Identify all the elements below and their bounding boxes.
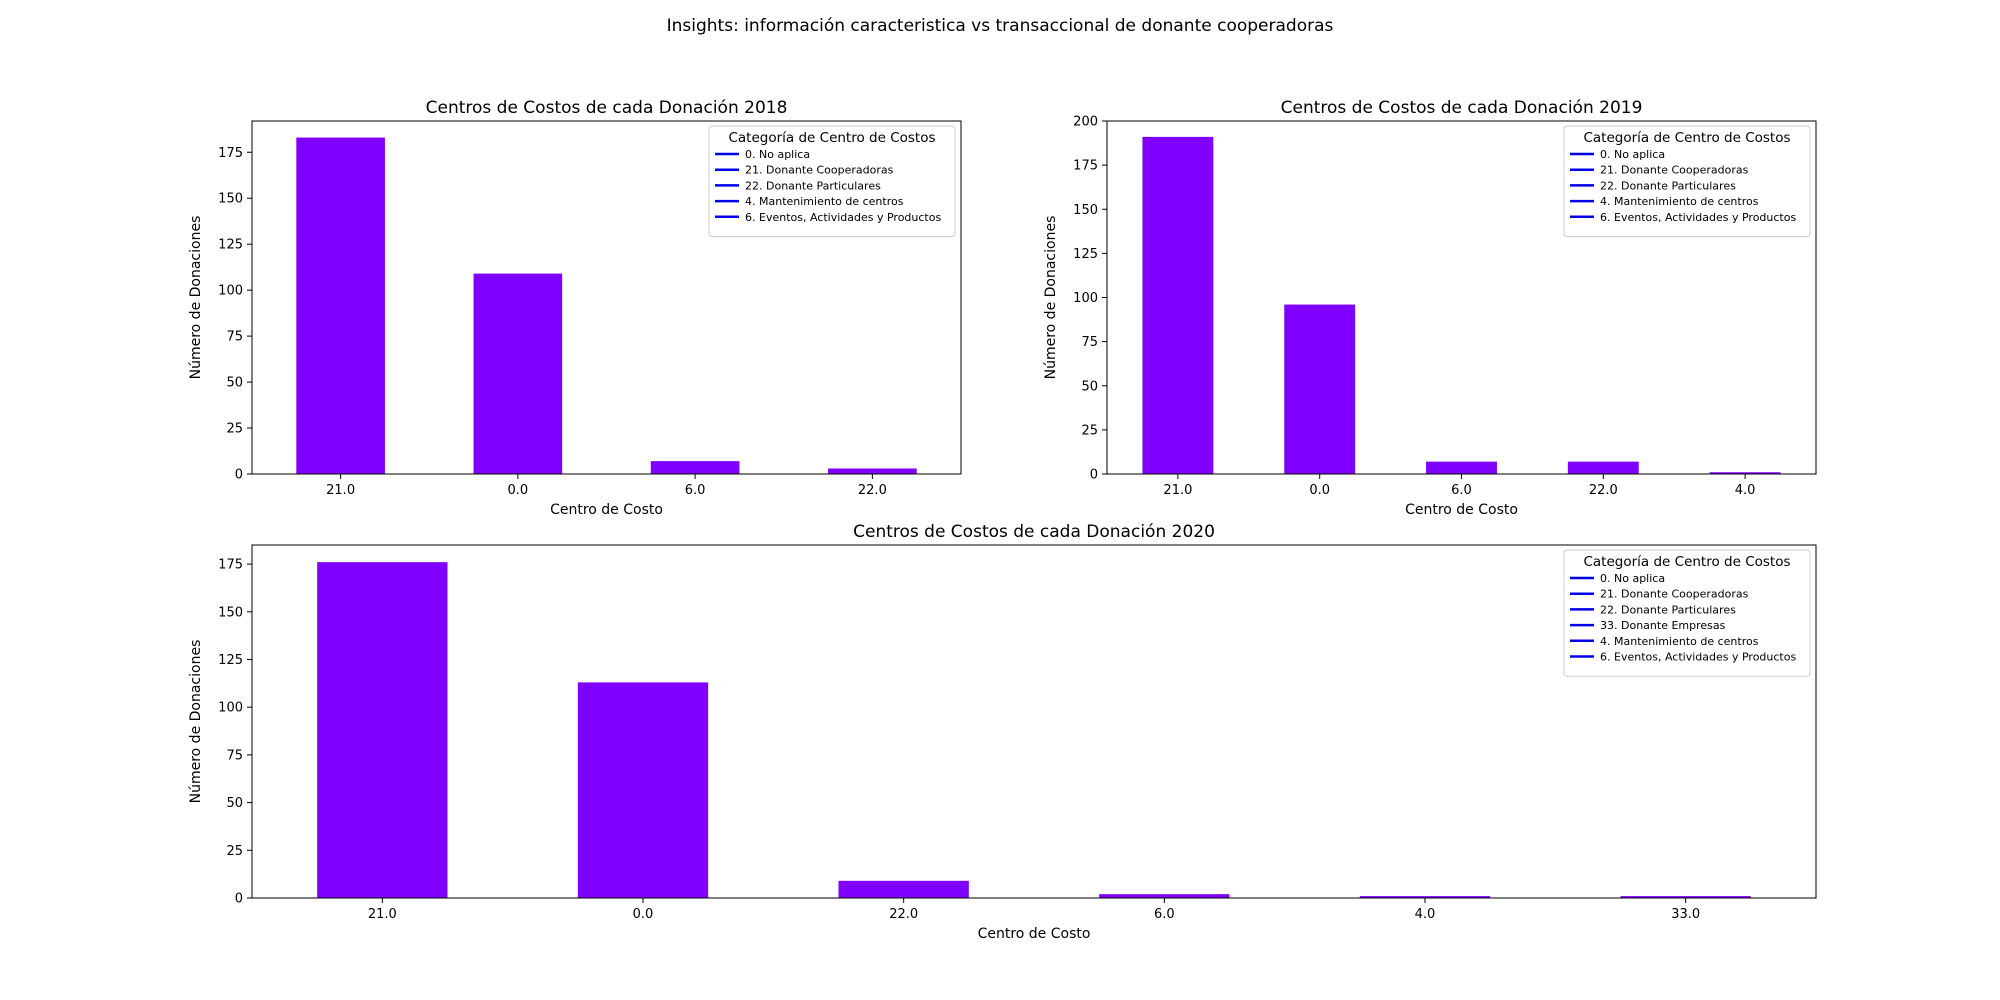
- x-tick-label: 4.0: [1415, 907, 1436, 922]
- y-tick-label: 175: [218, 558, 243, 573]
- y-tick-label: 50: [226, 376, 243, 391]
- y-tick-label: 50: [226, 796, 243, 811]
- legend-entry: 33. Donante Empresas: [1600, 619, 1726, 632]
- bar-21.0: [1142, 136, 1214, 474]
- bar-6.0: [1426, 461, 1497, 474]
- y-tick-label: 75: [226, 748, 243, 763]
- y-tick-label: 75: [226, 330, 243, 345]
- bar-6.0: [650, 461, 740, 474]
- y-axis-label: Número de Donaciones: [188, 640, 204, 804]
- bar-21.0: [317, 562, 448, 898]
- legend-title: Categoría de Centro de Costos: [1583, 130, 1790, 146]
- y-axis-label: Número de Donaciones: [188, 216, 204, 380]
- legend-entry: 21. Donante Cooperadoras: [1600, 164, 1749, 177]
- y-tick-label: 175: [218, 146, 243, 161]
- y-axis-label: Número de Donaciones: [1043, 216, 1059, 380]
- bar-22.0: [838, 880, 969, 898]
- x-tick-label: 4.0: [1735, 483, 1756, 498]
- bar-0.0: [1284, 304, 1356, 474]
- chart-title: Centros de Costos de cada Donación 2018: [426, 98, 788, 118]
- x-tick-label: 6.0: [1154, 907, 1175, 922]
- chart-title: Centros de Costos de cada Donación 2020: [853, 522, 1215, 542]
- y-tick-label: 25: [226, 844, 243, 859]
- x-tick-label: 6.0: [685, 483, 706, 498]
- y-tick-label: 100: [218, 701, 243, 716]
- x-tick-label: 33.0: [1671, 907, 1700, 922]
- bar-22.0: [1567, 461, 1639, 474]
- legend-entry: 4. Mantenimiento de centros: [745, 195, 904, 208]
- legend: Categoría de Centro de Costos 0. No aplic…: [1563, 125, 1811, 237]
- y-tick-label: 75: [1081, 335, 1098, 350]
- bar-0.0: [473, 273, 563, 474]
- x-tick-label: 22.0: [858, 483, 887, 498]
- x-tick-label: 21.0: [368, 907, 397, 922]
- y-tick-label: 100: [1073, 291, 1098, 306]
- legend-title: Categoría de Centro de Costos: [1583, 554, 1790, 570]
- x-tick-label: 0.0: [633, 907, 654, 922]
- x-tick-label: 22.0: [1589, 483, 1618, 498]
- x-tick-label: 21.0: [1163, 483, 1192, 498]
- plot-frame: [251, 544, 1817, 899]
- legend-entry: 22. Donante Particulares: [1600, 179, 1736, 192]
- x-tick-label: 21.0: [326, 483, 355, 498]
- y-tick-label: 25: [1081, 423, 1098, 438]
- legend-entry: 21. Donante Cooperadoras: [1600, 588, 1749, 601]
- bar-0.0: [577, 682, 709, 898]
- chart-2: 21.0 0.0 22.0 6.0 4.0 33.0 0 25 50 75 100 125 150 175…: [188, 522, 1817, 942]
- plot-frame: [251, 120, 962, 475]
- x-tick-label: 6.0: [1451, 483, 1472, 498]
- x-tick-label: 0.0: [1309, 483, 1330, 498]
- y-tick-label: 25: [226, 422, 243, 437]
- y-tick-label: 125: [218, 653, 243, 668]
- figure-suptitle: Insights: información caracteristica vs …: [666, 16, 1334, 36]
- legend-entry: 22. Donante Particulares: [745, 179, 881, 192]
- legend-box: [708, 125, 956, 237]
- legend: Categoría de Centro de Costos 0. No aplic…: [1563, 549, 1811, 677]
- legend-box: [1563, 125, 1811, 237]
- chart-1: 21.0 0.0 6.0 22.0 4.0 0 25 50 75 100 125 150 175 200 C…: [1043, 98, 1817, 518]
- legend-entry: 6. Eventos, Actividades y Productos: [745, 211, 941, 224]
- y-tick-label: 50: [1081, 379, 1098, 394]
- legend-entry: 6. Eventos, Actividades y Productos: [1600, 651, 1796, 664]
- y-tick-label: 150: [218, 192, 243, 207]
- y-tick-label: 175: [1073, 159, 1098, 174]
- x-tick-label: 22.0: [889, 907, 918, 922]
- y-tick-label: 125: [218, 238, 243, 253]
- y-tick-label: 0: [235, 468, 243, 483]
- y-tick-label: 0: [1090, 468, 1098, 483]
- x-axis-label: Centro de Costo: [978, 926, 1091, 942]
- y-tick-label: 200: [1073, 115, 1098, 130]
- y-tick-label: 125: [1073, 247, 1098, 262]
- x-axis-label: Centro de Costo: [1405, 502, 1518, 518]
- chart-0: 21.0 0.0 6.0 22.0 0 25 50 75 100 125 150 175 Centros…: [188, 98, 962, 518]
- y-tick-label: 150: [218, 605, 243, 620]
- bar-4.0: [1709, 472, 1781, 474]
- bar-4.0: [1359, 896, 1491, 898]
- legend-entry: 0. No aplica: [1600, 148, 1665, 161]
- bar-22.0: [828, 468, 917, 474]
- legend-entry: 6. Eventos, Actividades y Productos: [1600, 211, 1796, 224]
- y-tick-label: 100: [218, 284, 243, 299]
- bar-33.0: [1620, 896, 1751, 898]
- legend: Categoría de Centro de Costos 0. No aplic…: [708, 125, 956, 237]
- legend-entry: 21. Donante Cooperadoras: [745, 164, 894, 177]
- chart-title: Centros de Costos de cada Donación 2019: [1281, 98, 1643, 118]
- legend-entry: 4. Mantenimiento de centros: [1600, 635, 1759, 648]
- bar-6.0: [1099, 894, 1230, 898]
- x-axis-label: Centro de Costo: [550, 502, 663, 518]
- legend-title: Categoría de Centro de Costos: [728, 130, 935, 146]
- legend-box: [1563, 549, 1811, 677]
- legend-entry: 0. No aplica: [1600, 572, 1665, 585]
- legend-entry: 0. No aplica: [745, 148, 810, 161]
- bar-21.0: [296, 137, 385, 475]
- legend-entry: 4. Mantenimiento de centros: [1600, 195, 1759, 208]
- y-tick-label: 0: [235, 892, 243, 907]
- legend-entry: 22. Donante Particulares: [1600, 603, 1736, 616]
- x-tick-label: 0.0: [508, 483, 529, 498]
- y-tick-label: 150: [1073, 203, 1098, 218]
